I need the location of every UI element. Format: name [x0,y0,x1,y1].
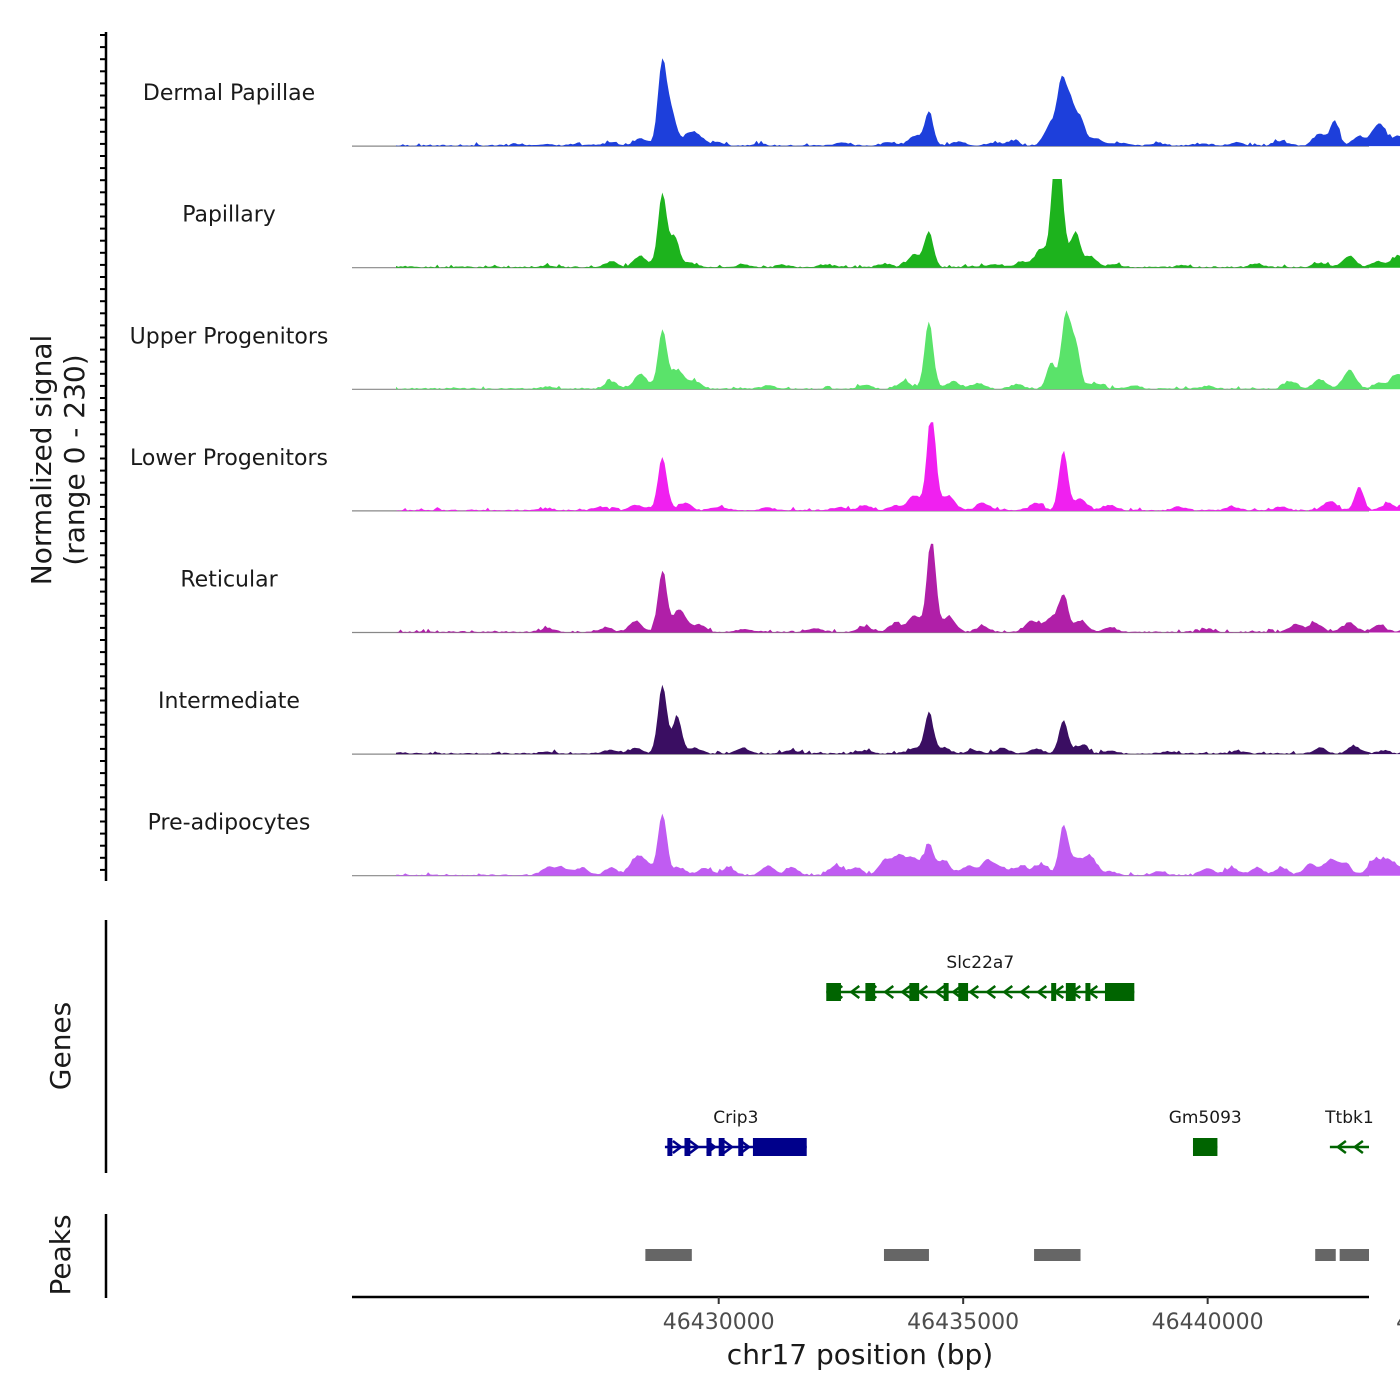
signal-y-ticks [100,34,106,871]
track-label: Dermal Papillae [143,81,315,106]
strand-arrow [1002,985,1014,999]
exon [1085,983,1091,1001]
exon [718,1138,725,1156]
strand-arrow [723,1140,735,1154]
strand-arrow [672,1140,684,1154]
signal-area [396,684,1400,755]
track-label: Lower Progenitors [130,446,328,471]
gene-label: Gm5093 [1169,1108,1242,1128]
exon [1051,983,1057,1001]
strand-arrow [1335,1140,1347,1154]
track-papillary: Papillary [182,179,1400,269]
x-tick-label: 46435000 [907,1310,1019,1335]
strand-arrow [968,985,980,999]
peak-region [883,1249,929,1261]
peak-region [645,1249,692,1261]
strand-arrow [849,985,861,999]
exon [958,983,969,1001]
exon [1104,983,1135,1001]
gene-ttbk1: Ttbk1 [1324,1108,1374,1154]
strand-arrow [689,1140,701,1154]
track-label: Reticular [180,568,278,593]
signal-tracks: Dermal Papillae Papillary Upper Progenitor… [130,58,1400,877]
x-axis-title: chr17 position (bp) [727,1338,993,1371]
exon [684,1138,691,1156]
track-reticular: Reticular [180,543,1400,634]
track-label: Pre-adipocytes [148,811,311,836]
exon [1065,983,1076,1001]
gene-crip3: Crip3 [664,1108,807,1156]
strand-arrow [1352,1140,1364,1154]
exon [1192,1138,1218,1156]
peak-region [1339,1249,1369,1261]
strand-arrow [917,985,929,999]
x-tick-label: 46440000 [1152,1310,1264,1335]
gene-label: Ttbk1 [1324,1108,1374,1128]
signal-area [396,179,1400,268]
gene-models: Slc22a7 Crip3 Gm5093 Ttbk1 [664,953,1374,1156]
strand-arrow [740,1140,752,1154]
track-lower-progenitors: Lower Progenitors [130,422,1400,512]
strand-arrow [883,985,895,999]
exon [738,1138,744,1156]
exon [752,1138,807,1156]
strand-arrow [1036,985,1048,999]
peak-region [1034,1249,1081,1261]
track-pre-adipocytes: Pre-adipocytes [148,811,1400,877]
gene-label: Slc22a7 [946,953,1014,973]
exon [909,983,920,1001]
signal-area [396,543,1400,633]
track-intermediate: Intermediate [158,684,1400,755]
exon [667,1138,673,1156]
x-tick-label: 46445000 [1396,1310,1400,1335]
signal-area [396,310,1400,390]
track-dermal-papillae: Dermal Papillae [143,58,1400,147]
y-axis-title: Normalized signal [25,335,58,586]
gene-slc22a7: Slc22a7 [826,953,1135,1001]
x-axis-ticks: 46430000 46435000 46440000 46445000 [663,1297,1400,1335]
exon [943,983,949,1001]
track-label: Upper Progenitors [130,324,329,349]
strand-arrow [900,985,912,999]
y-axis-subtitle: (range 0 - 230) [58,354,91,565]
track-label: Papillary [182,203,276,228]
peak-region [1315,1249,1336,1261]
signal-area [396,58,1400,147]
gene-gm5093: Gm5093 [1169,1108,1242,1156]
x-tick-label: 46430000 [663,1310,775,1335]
track-upper-progenitors: Upper Progenitors [130,310,1400,390]
strand-arrow [985,985,997,999]
strand-arrow [1019,985,1031,999]
exon [865,983,876,1001]
exon [826,983,841,1001]
exon [706,1138,712,1156]
strand-arrow [934,985,946,999]
signal-area [396,422,1400,511]
genes-track-title: Genes [44,1002,77,1090]
signal-area [396,813,1400,876]
track-label: Intermediate [158,689,300,714]
peak-regions [645,1249,1369,1261]
gene-label: Crip3 [713,1108,758,1128]
peaks-track-title: Peaks [44,1214,77,1295]
